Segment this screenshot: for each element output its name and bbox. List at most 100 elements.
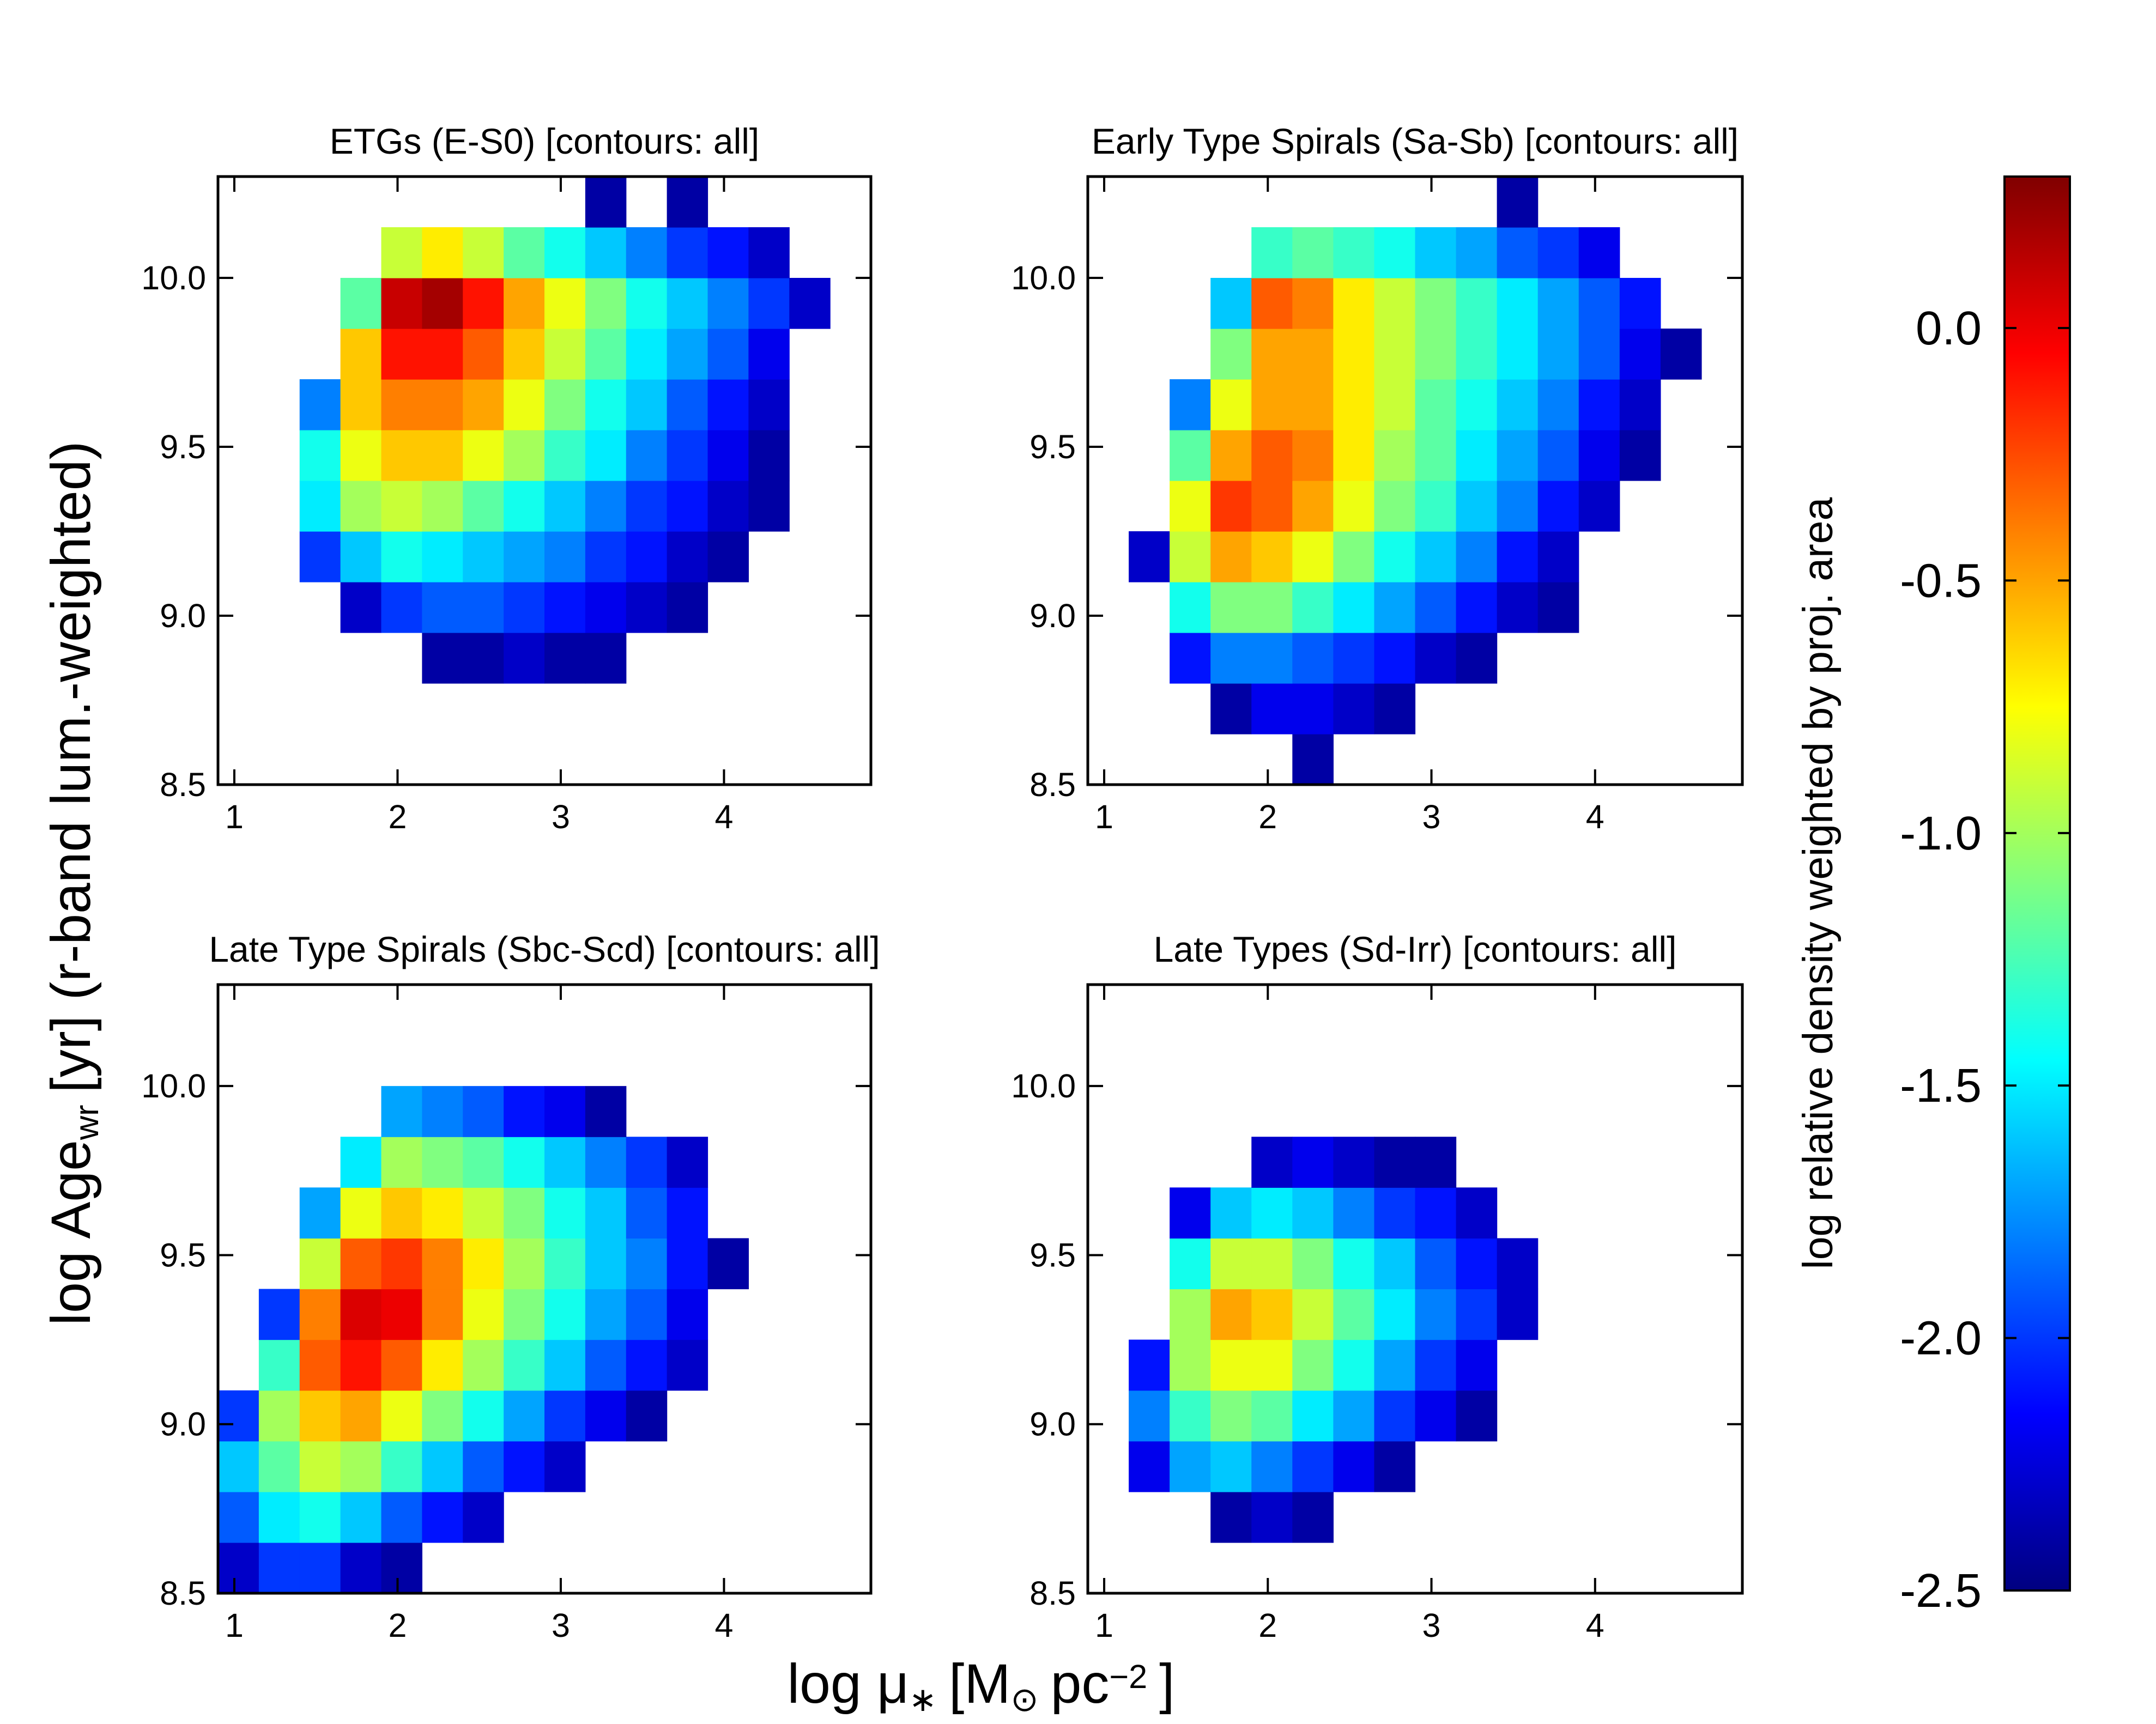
density-cell [1210, 633, 1252, 684]
density-cell [1497, 278, 1539, 329]
panel-frame [216, 175, 873, 786]
density-cell [544, 481, 586, 532]
density-cell [1333, 1289, 1375, 1340]
density-cell [299, 379, 341, 430]
y-tick-label: 8.5 [160, 1575, 206, 1612]
y-tick-label: 9.5 [160, 1236, 206, 1273]
density-cell [1251, 1339, 1293, 1391]
density-cell [626, 1187, 668, 1239]
density-cell [544, 1390, 586, 1442]
density-cell [544, 1187, 586, 1239]
density-cell [1374, 430, 1416, 481]
density-cell [299, 1238, 341, 1290]
density-cell [1415, 1238, 1457, 1290]
x-axis-label-part: ] [1159, 1653, 1174, 1715]
density-cell [626, 227, 668, 278]
density-cell [1537, 227, 1579, 278]
density-cell [504, 1441, 545, 1492]
density-cell [667, 329, 708, 380]
density-cell [544, 1086, 586, 1137]
density-cell [463, 1238, 504, 1290]
density-cell [1170, 1339, 1211, 1391]
y-tick-label: 9.0 [160, 597, 206, 634]
density-cell [299, 481, 341, 532]
density-cell [1333, 633, 1375, 684]
density-cell [422, 430, 463, 481]
density-cell [544, 430, 586, 481]
x-tick-label: 1 [1095, 1607, 1113, 1644]
density-cell [1456, 379, 1498, 430]
panel-frame [1086, 175, 1744, 786]
density-cell [258, 1542, 300, 1594]
density-cell [1292, 633, 1334, 684]
density-cell [504, 329, 545, 380]
density-cell [626, 1339, 668, 1391]
density-cell [340, 481, 382, 532]
colorbar-tick-label: -0.5 [1900, 554, 1982, 607]
density-cell [381, 1491, 422, 1543]
density-cell [299, 1187, 341, 1239]
density-cell [1292, 329, 1334, 380]
density-cell [299, 1542, 341, 1594]
colorbar-tick-label: -1.5 [1900, 1059, 1982, 1112]
density-cell [340, 329, 382, 380]
density-cell [504, 1137, 545, 1188]
density-cell [1210, 1491, 1252, 1543]
density-cell [463, 633, 504, 684]
density-cell [1537, 481, 1579, 532]
density-cell [381, 1441, 422, 1492]
density-cell [218, 1491, 259, 1543]
density-cell [626, 329, 668, 380]
density-cell [585, 227, 627, 278]
density-cell [381, 227, 422, 278]
x-tick-label: 4 [1586, 798, 1604, 835]
density-cell [1210, 1187, 1252, 1239]
density-cell [1374, 1441, 1416, 1492]
density-cell [1660, 329, 1702, 380]
density-cell [463, 1390, 504, 1442]
density-cell [1415, 329, 1457, 380]
density-cell [707, 531, 749, 582]
density-cell [1619, 379, 1661, 430]
y-tick-label: 10.0 [141, 1067, 206, 1104]
density-cell [340, 1491, 382, 1543]
density-cell [626, 379, 668, 430]
density-cell [1374, 1137, 1416, 1188]
x-tick-label: 3 [552, 1607, 570, 1644]
density-cell [667, 1137, 708, 1188]
density-cell [1415, 430, 1457, 481]
density-cell [258, 1390, 300, 1442]
density-cell [1251, 1238, 1293, 1290]
y-tick-label: 10.0 [141, 259, 206, 296]
y-tick-label: 10.0 [1011, 259, 1076, 296]
density-cell [626, 278, 668, 329]
y-axis-label-part: [yr] (r-band lum.-weighted) [40, 441, 102, 1093]
density-cell [1170, 582, 1211, 633]
density-cell [422, 1238, 463, 1290]
density-cell [258, 1339, 300, 1391]
panel-title: Late Types (Sd-Irr) [contours: all] [1154, 929, 1677, 969]
density-cell [544, 379, 586, 430]
density-cell [381, 1289, 422, 1340]
density-cell [1210, 481, 1252, 532]
density-cell [1170, 633, 1211, 684]
density-cell [1578, 481, 1620, 532]
density-cell [1374, 379, 1416, 430]
density-cell [340, 582, 382, 633]
density-cell [504, 379, 545, 430]
density-cell [1619, 329, 1661, 380]
y-tick-label: 8.5 [1029, 766, 1076, 803]
y-tick-label: 9.0 [160, 1406, 206, 1443]
density-cell [1374, 481, 1416, 532]
density-cell [1374, 1390, 1416, 1442]
density-cell [1333, 481, 1375, 532]
density-cell [463, 379, 504, 430]
density-cell [381, 1187, 422, 1239]
density-cell [1333, 278, 1375, 329]
density-cell [1292, 683, 1334, 734]
density-cell [1292, 227, 1334, 278]
density-cell [1292, 278, 1334, 329]
density-cell [667, 177, 708, 228]
density-cell [422, 582, 463, 633]
